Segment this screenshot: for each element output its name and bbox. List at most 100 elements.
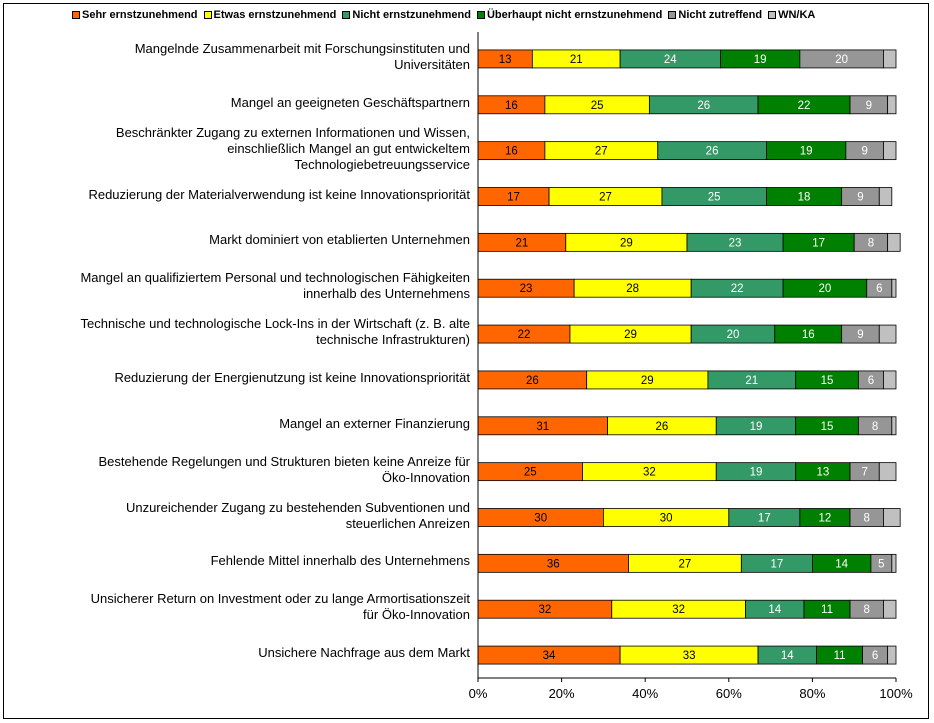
category-label: Mangel an externer Finanzierung xyxy=(20,416,470,432)
data-label: 27 xyxy=(599,192,612,204)
category-label: Technische und technologische Lock-Ins i… xyxy=(20,316,470,348)
category-label: Mangel an geeigneten Geschäftspartnern xyxy=(20,95,470,111)
bar-segment xyxy=(878,462,897,482)
data-label: 6 xyxy=(876,283,882,295)
data-label: 14 xyxy=(768,604,781,616)
data-label: 12 xyxy=(819,513,832,525)
bar-segment xyxy=(887,232,901,252)
data-label: 30 xyxy=(534,513,547,525)
data-label: 14 xyxy=(781,650,794,662)
category-label-line: Beschränkter Zugang zu externen Informat… xyxy=(115,124,470,140)
x-tick-label: 60% xyxy=(716,686,742,701)
data-label: 16 xyxy=(505,100,518,112)
x-tick-label: 80% xyxy=(799,686,825,701)
data-label: 32 xyxy=(643,467,656,479)
category-label-line: technische Infrastrukturen) xyxy=(316,332,470,348)
legend-item: Nicht ernstzunehmend xyxy=(342,9,471,21)
data-label: 28 xyxy=(626,283,639,295)
legend: Sehr ernstzunehmend Etwas ernstzunehmend N… xyxy=(72,7,815,23)
data-label: 31 xyxy=(536,421,549,433)
data-label: 29 xyxy=(624,329,637,341)
data-label: 29 xyxy=(641,375,654,387)
legend-swatch xyxy=(768,11,777,19)
data-label: 32 xyxy=(672,604,685,616)
category-label-line: steuerlichen Anreizen xyxy=(345,515,470,531)
data-label: 20 xyxy=(727,329,740,341)
data-label: 22 xyxy=(731,283,744,295)
legend-swatch xyxy=(476,11,485,19)
data-label: 19 xyxy=(750,467,763,479)
data-label: 16 xyxy=(505,146,518,158)
data-label: 15 xyxy=(821,421,834,433)
data-label: 25 xyxy=(524,467,537,479)
category-label-line: Markt dominiert von etablierten Unterneh… xyxy=(209,232,470,248)
data-label: 25 xyxy=(591,100,604,112)
category-label-line: für Öko-Innovation xyxy=(363,607,470,623)
category-label-line: Unsicherer Return on Investment oder zu … xyxy=(90,591,470,607)
category-label: Markt dominiert von etablierten Unterneh… xyxy=(20,232,470,248)
data-label: 11 xyxy=(834,650,846,662)
bar-segment xyxy=(883,370,897,390)
legend-label: Überhaupt nicht ernstzunehmend xyxy=(486,9,663,21)
data-label: 17 xyxy=(507,192,520,204)
data-label: 26 xyxy=(706,146,719,158)
data-label: 22 xyxy=(798,100,811,112)
category-label: Unsichere Nachfrage aus dem Markt xyxy=(20,645,470,661)
legend-item: WN/KA xyxy=(768,9,815,21)
x-tick-label: 20% xyxy=(549,686,575,701)
legend-label: Etwas ernstzunehmend xyxy=(213,9,337,21)
data-label: 19 xyxy=(800,146,813,158)
category-label-line: Mangel an externer Finanzierung xyxy=(279,415,470,431)
data-label: 6 xyxy=(872,650,878,662)
bar-segment xyxy=(883,49,897,69)
category-label: Unsicherer Return on Investment oder zu … xyxy=(20,591,470,623)
bar-segment xyxy=(891,416,897,436)
legend-item: Sehr ernstzunehmend xyxy=(72,9,198,21)
chart-frame xyxy=(3,3,929,719)
category-label: Mangelnde Zusammenarbeit mit Forschungsi… xyxy=(20,41,470,73)
category-label-line: Öko-Innovation xyxy=(381,469,470,485)
bar-segment xyxy=(883,508,901,527)
category-label-line: Reduzierung der Materialverwendung ist k… xyxy=(88,186,470,202)
category-label: Fehlende Mittel innerhalb des Unternehme… xyxy=(20,553,470,569)
bar-segment xyxy=(878,187,893,206)
category-label: Reduzierung der Materialverwendung ist k… xyxy=(20,187,470,203)
data-label: 6 xyxy=(868,375,874,387)
data-label: 13 xyxy=(816,467,829,479)
data-label: 5 xyxy=(878,558,884,570)
data-label: 30 xyxy=(660,513,673,525)
data-label: 9 xyxy=(857,192,863,204)
data-label: 21 xyxy=(745,375,758,387)
category-label-line: Technologiebetreuungsservice xyxy=(294,156,470,172)
category-label-line: Reduzierung der Energienutzung ist keine… xyxy=(114,369,470,385)
data-label: 9 xyxy=(866,100,872,112)
data-label: 9 xyxy=(857,329,863,341)
data-label: 8 xyxy=(868,237,874,249)
data-label: 18 xyxy=(798,192,811,204)
bar-segment xyxy=(887,95,897,115)
legend-swatch xyxy=(203,11,212,19)
data-label: 33 xyxy=(683,650,696,662)
legend-label: Nicht zutreffend xyxy=(678,9,763,21)
data-label: 23 xyxy=(729,237,742,249)
legend-label: Sehr ernstzunehmend xyxy=(82,9,198,21)
data-label: 29 xyxy=(620,237,633,249)
bar-segment xyxy=(883,141,897,161)
data-label: 26 xyxy=(697,100,710,112)
category-label: Beschränkter Zugang zu externen Informat… xyxy=(20,125,470,173)
data-label: 21 xyxy=(515,237,528,249)
data-label: 25 xyxy=(708,192,721,204)
data-label: 36 xyxy=(547,558,560,570)
x-tick-label: 0% xyxy=(469,686,488,701)
legend-swatch xyxy=(342,11,351,19)
data-label: 8 xyxy=(864,604,870,616)
data-label: 26 xyxy=(656,421,669,433)
category-label-line: Mangel an qualifiziertem Personal und te… xyxy=(80,270,470,286)
data-label: 7 xyxy=(861,467,867,479)
data-label: 11 xyxy=(821,604,833,616)
data-label: 32 xyxy=(538,604,551,616)
legend-label: Nicht ernstzunehmend xyxy=(352,9,471,21)
category-label-line: Fehlende Mittel innerhalb des Unternehme… xyxy=(210,553,470,569)
data-label: 27 xyxy=(595,146,608,158)
